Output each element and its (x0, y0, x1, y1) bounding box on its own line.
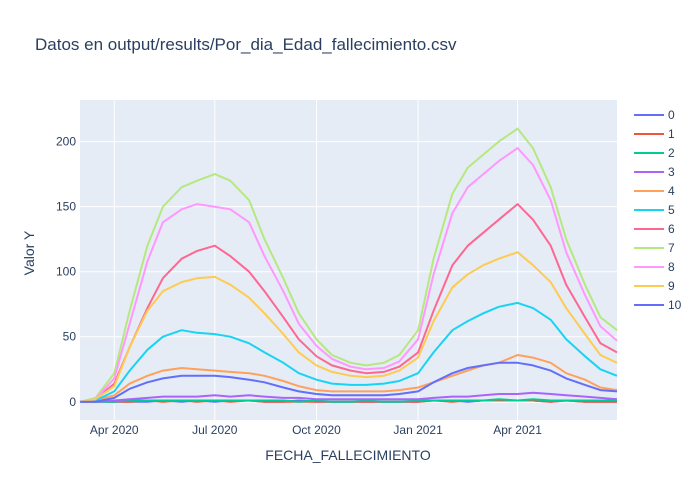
legend-label-8: 8 (668, 260, 675, 274)
legend-label-2: 2 (668, 146, 675, 160)
legend-label-7: 7 (668, 241, 675, 255)
y-tick-label: 200 (56, 135, 76, 149)
series-line-6 (79, 203, 618, 403)
series-line-9 (79, 251, 618, 403)
y-tick-label: 50 (63, 330, 77, 344)
legend-label-5: 5 (668, 203, 675, 217)
legend-label-4: 4 (668, 184, 675, 198)
x-axis-title: FECHA_FALLECIMIENTO (265, 447, 431, 463)
legend-label-3: 3 (668, 165, 675, 179)
legend-label-9: 9 (668, 279, 675, 293)
x-tick-label: Jul 2020 (192, 423, 238, 437)
series-line-4 (79, 354, 618, 403)
x-tick-label: Oct 2020 (292, 423, 341, 437)
chart-title: Datos en output/results/Por_dia_Edad_fal… (35, 35, 457, 54)
x-tick-label: Jan 2021 (393, 423, 443, 437)
legend-label-0: 0 (668, 108, 675, 122)
series-line-2 (80, 398, 617, 403)
legend-label-1: 1 (668, 127, 675, 141)
series-line-5 (79, 301, 618, 403)
x-tick-label: Apr 2020 (90, 423, 139, 437)
y-tick-label: 150 (56, 200, 76, 214)
series-line-7 (79, 127, 618, 403)
legend[interactable]: 0 1 2 3 4 5 6 7 8 9 10 (634, 108, 682, 312)
legend-label-10: 10 (668, 298, 682, 312)
series-line-3 (80, 391, 618, 403)
series-lines (79, 127, 618, 403)
x-tick-label: Apr 2021 (493, 423, 542, 437)
legend-label-6: 6 (668, 222, 675, 236)
series-line-10 (80, 361, 618, 403)
y-tick-label: 100 (56, 265, 76, 279)
y-tick-label: 0 (69, 395, 76, 409)
series-line-8 (79, 147, 618, 403)
axis-ticks: 0 50 100 150 200 Apr 2020 Jul 2020 Oct 2020 Jan … (56, 135, 542, 437)
y-axis-title: Valor Y (21, 230, 37, 275)
